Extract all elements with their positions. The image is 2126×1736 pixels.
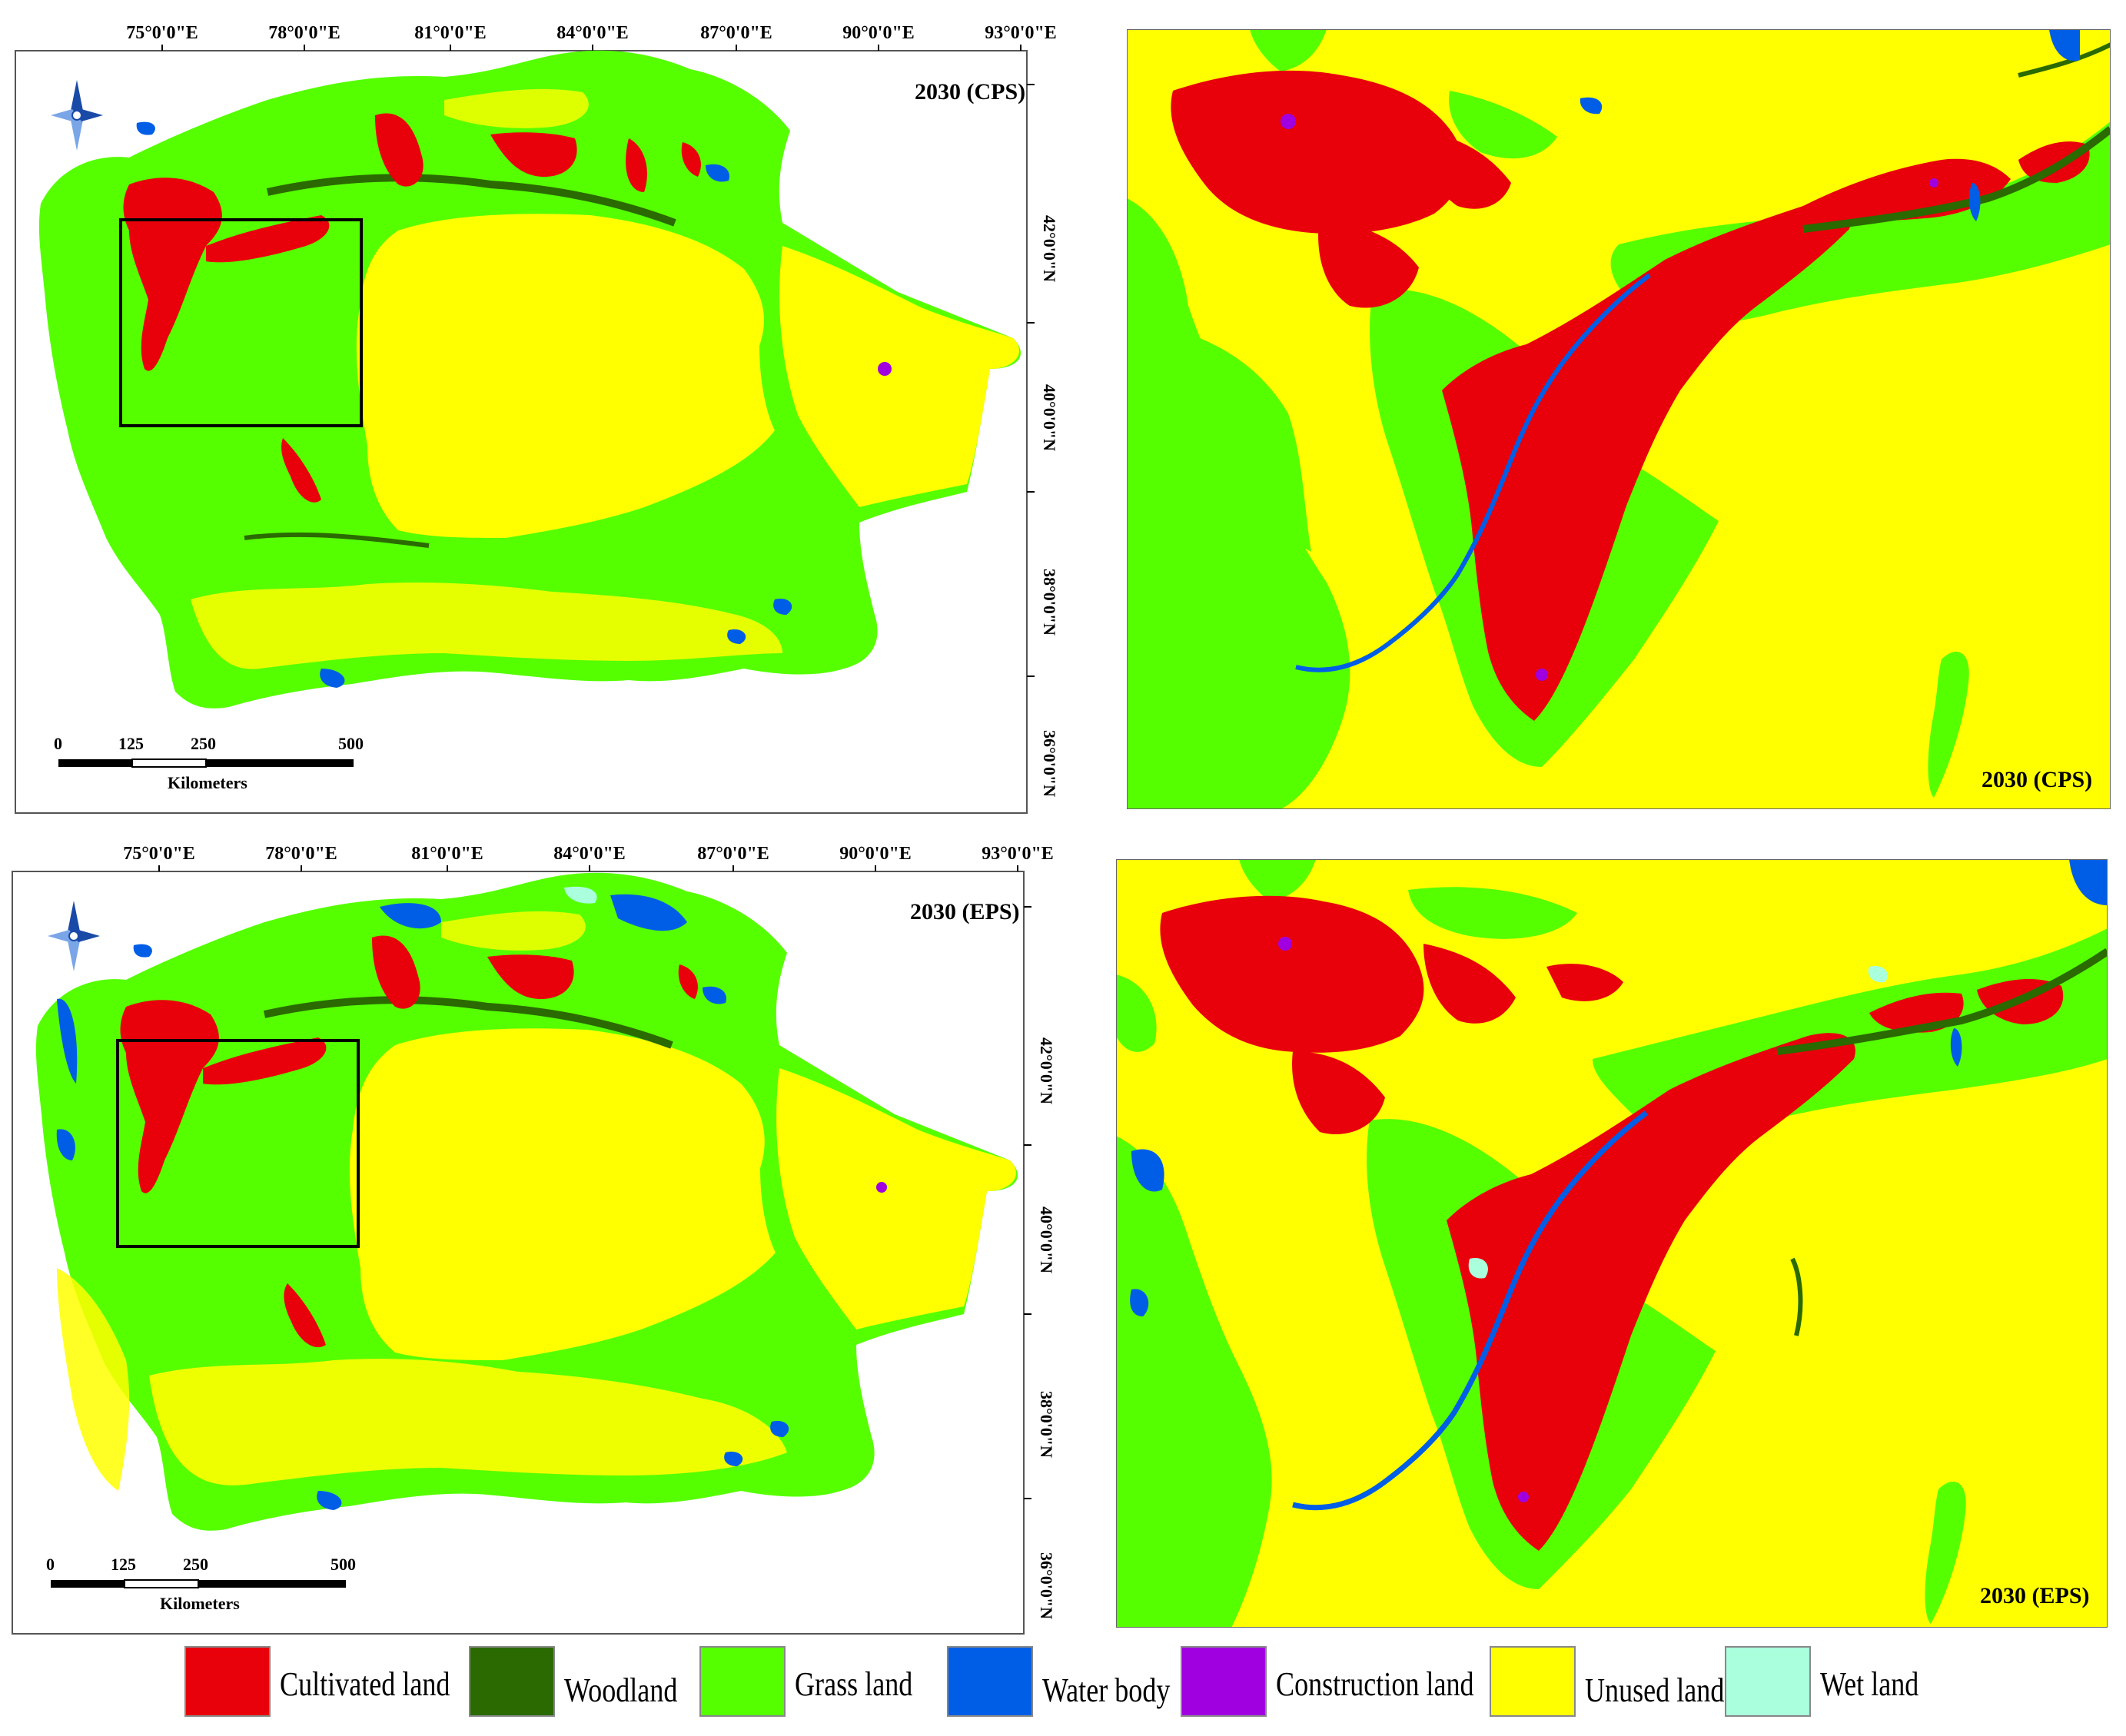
zoom-map-image [1127,29,2111,809]
legend-label: Cultivated land [280,1665,450,1703]
lat-label: 42°0'0"N [1040,215,1059,283]
map-title: 2030 (CPS) [915,79,1026,105]
lon-label: 87°0'0"E [700,23,772,43]
map-title: 2030 (CPS) [1981,767,2093,792]
lon-label: 93°0'0"E [982,844,1054,864]
lon-label: 81°0'0"E [414,23,487,43]
north-arrow-icon [51,80,103,151]
lon-label: 87°0'0"E [697,844,769,864]
zoom-map-image [1116,859,2108,1628]
scale-unit: Kilometers [160,1594,240,1613]
lon-label: 84°0'0"E [553,844,626,864]
lon-label: 84°0'0"E [556,23,629,43]
scale-tick: 250 [191,734,216,753]
legend-label: Construction land [1276,1665,1474,1703]
lon-label: 81°0'0"E [411,844,483,864]
scale-bar [58,758,354,768]
scale-bar [51,1579,346,1588]
inset-box [119,218,363,427]
lon-label: 90°0'0"E [839,844,912,864]
zoom-map-eps: 2030 (EPS) [1116,859,2108,1628]
lat-label: 38°0'0"N [1037,1391,1056,1459]
lat-label: 36°0'0"N [1040,730,1059,798]
lat-label: 40°0'0"N [1037,1207,1056,1274]
scale-tick: 500 [331,1555,356,1574]
legend-label: Water body [1042,1671,1171,1709]
scale-tick: 0 [54,734,62,753]
overview-map-frame [12,865,1031,1635]
overview-map-cps: 75°0'0"E 78°0'0"E 81°0'0"E 84°0'0"E 87°0… [14,0,1067,816]
lat-label: 36°0'0"N [1037,1552,1056,1620]
map-title: 2030 (EPS) [1980,1583,2090,1608]
legend-swatch [699,1646,786,1717]
lon-label: 78°0'0"E [268,23,340,43]
legend-swatch [947,1646,1033,1717]
lon-label: 93°0'0"E [985,23,1057,43]
legend-label: Wet land [1820,1665,1919,1703]
overview-map-eps: 75°0'0"E 78°0'0"E 81°0'0"E 84°0'0"E 87°0… [11,822,1064,1637]
north-arrow-icon [48,901,100,971]
lat-label: 42°0'0"N [1037,1037,1056,1105]
legend-label: Woodland [564,1671,678,1709]
scale-tick: 250 [183,1555,208,1574]
lon-label: 75°0'0"E [123,844,195,864]
lat-label: 40°0'0"N [1040,384,1059,452]
lon-label: 75°0'0"E [126,23,198,43]
landcover-region [35,872,1018,1531]
legend-swatch [184,1646,271,1717]
legend-swatch [1725,1646,1811,1717]
scale-tick: 125 [118,734,144,753]
overview-map-frame [15,45,1035,814]
legend-swatch [1490,1646,1576,1717]
scale-unit: Kilometers [168,773,247,792]
lon-label: 90°0'0"E [842,23,915,43]
landcover-region [38,50,1021,709]
scale-tick: 0 [46,1555,55,1574]
lon-label: 78°0'0"E [265,844,337,864]
scale-tick: 500 [338,734,364,753]
scale-tick: 125 [111,1555,136,1574]
zoom-map-cps: 2030 (CPS) [1127,29,2111,809]
legend-swatch [469,1646,555,1717]
legend: Cultivated land Woodland Grass land Wate… [0,1645,2126,1721]
lat-label: 38°0'0"N [1040,569,1059,636]
legend-swatch [1181,1646,1267,1717]
map-title: 2030 (EPS) [910,899,1020,924]
inset-box [116,1039,360,1248]
legend-label: Unused land [1585,1671,1725,1709]
legend-label: Grass land [795,1665,913,1703]
